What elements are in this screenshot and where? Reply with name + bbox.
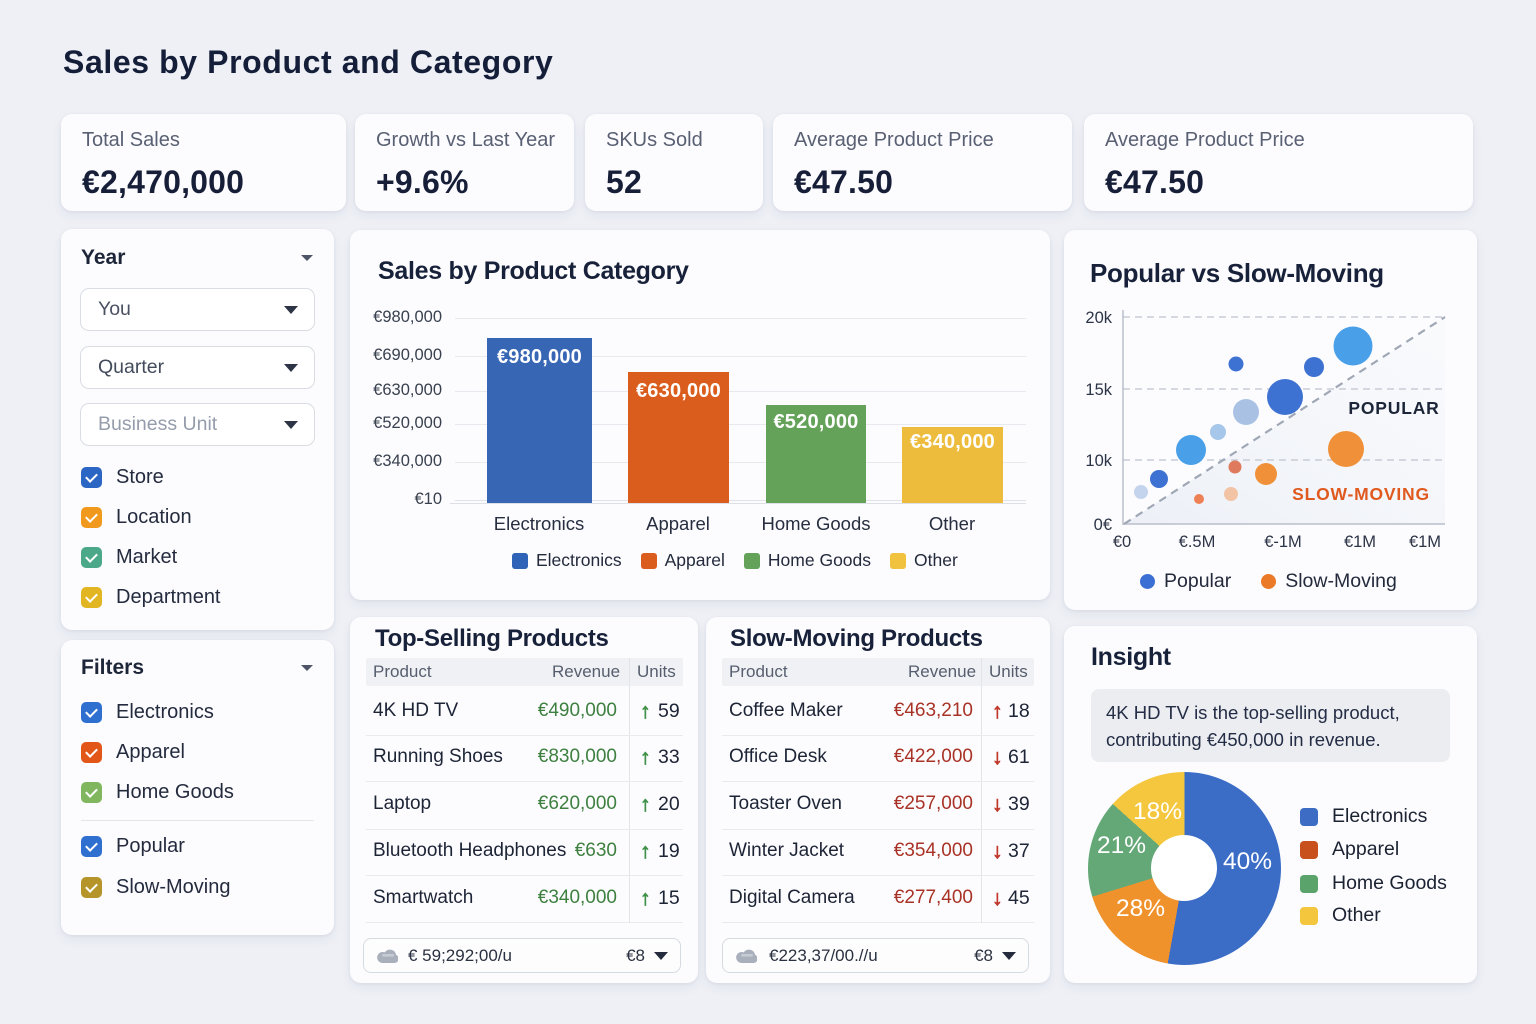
svg-text:20k: 20k [1085,309,1112,327]
svg-text:POPULAR: POPULAR [1348,398,1439,418]
svg-text:€.5M: €.5M [1179,533,1216,551]
svg-text:€-1M: €-1M [1264,533,1302,551]
svg-text:0€: 0€ [1094,516,1112,534]
svg-text:15k: 15k [1085,381,1112,399]
svg-text:€1M: €1M [1409,533,1441,551]
svg-text:10k: 10k [1085,452,1112,470]
svg-text:SLOW-MOVING: SLOW-MOVING [1292,484,1430,504]
svg-text:€1M: €1M [1344,533,1376,551]
svg-text:€0: €0 [1113,533,1131,551]
